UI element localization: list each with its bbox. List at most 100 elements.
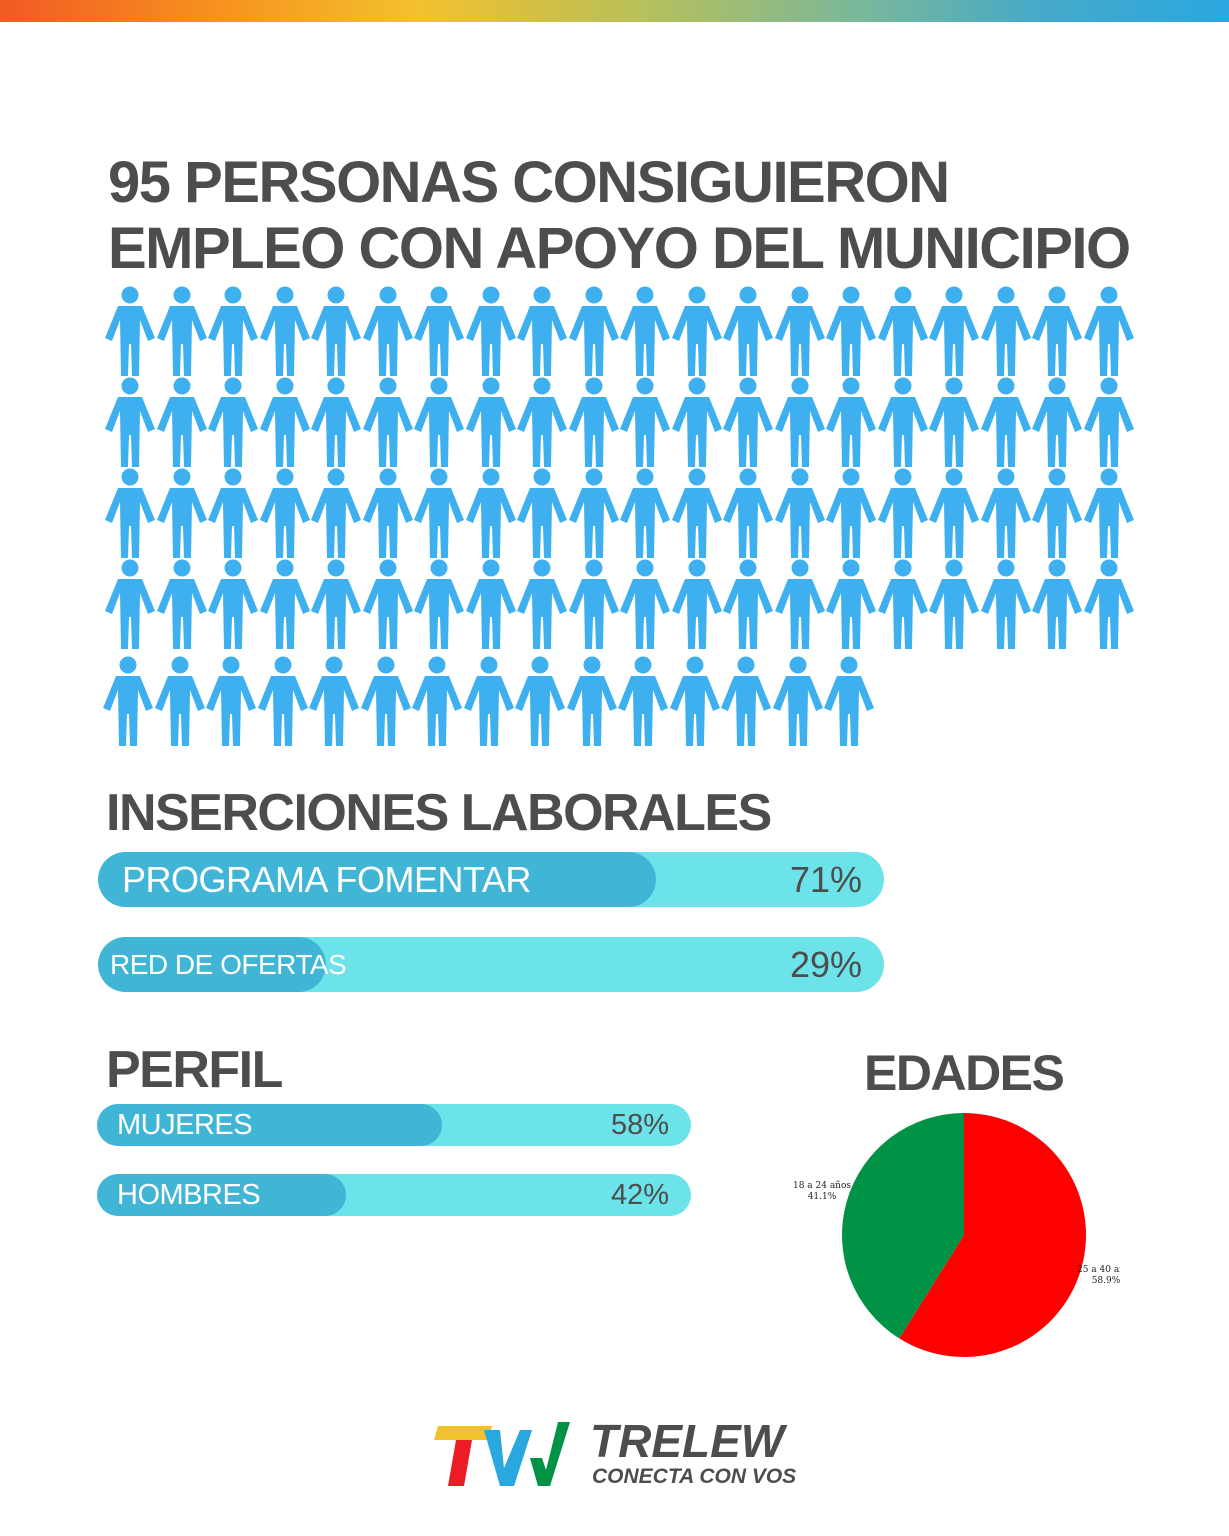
person-icon (825, 377, 877, 469)
person-icon (928, 559, 980, 651)
person-icon (156, 377, 208, 469)
person-icon (205, 656, 257, 748)
person-icon (413, 559, 465, 651)
pie-slice-18-24 (842, 1113, 964, 1339)
person-icon (259, 286, 311, 378)
person-icon (259, 468, 311, 560)
person-icon (619, 559, 671, 651)
bar-programa-fomentar: PROGRAMA FOMENTAR 71% (98, 852, 884, 907)
person-icon (671, 559, 723, 651)
people-icon-grid (0, 0, 1229, 760)
person-icon (825, 559, 877, 651)
person-icon (308, 656, 360, 748)
person-icon (722, 377, 774, 469)
person-icon (774, 559, 826, 651)
person-icon (362, 286, 414, 378)
person-icon (156, 468, 208, 560)
person-icon (877, 468, 929, 560)
person-icon (413, 286, 465, 378)
person-icon (980, 559, 1032, 651)
person-icon (411, 656, 463, 748)
bar-fill-red-de-ofertas (98, 937, 326, 992)
bar-mujeres: MUJERES 58% (97, 1104, 691, 1146)
person-icon (104, 377, 156, 469)
person-icon (772, 656, 824, 748)
person-icon (465, 286, 517, 378)
bar-hombres: HOMBRES 42% (97, 1174, 691, 1216)
bar-fill-hombres (97, 1174, 347, 1216)
person-icon (825, 468, 877, 560)
person-icon (1083, 468, 1135, 560)
person-icon (207, 559, 259, 651)
person-icon (413, 468, 465, 560)
logo-w-left (484, 1430, 532, 1486)
person-icon (102, 656, 154, 748)
person-icon (257, 656, 309, 748)
logo-t-stem (448, 1440, 472, 1486)
person-icon (413, 377, 465, 469)
insertions-title: INSERCIONES LABORALES (106, 784, 772, 842)
person-icon (156, 559, 208, 651)
bar-label-red-de-ofertas: RED DE OFERTAS (110, 948, 347, 980)
person-icon (104, 559, 156, 651)
person-icon (362, 559, 414, 651)
person-icon (1083, 559, 1135, 651)
person-icon (722, 559, 774, 651)
person-icon (669, 656, 721, 748)
person-icon (104, 468, 156, 560)
logo-t-top (434, 1426, 492, 1440)
person-icon (928, 468, 980, 560)
person-icon (360, 656, 412, 748)
person-icon (877, 377, 929, 469)
person-icon (516, 377, 568, 469)
bar-value-programa-fomentar: 71% (789, 858, 862, 900)
person-icon (156, 286, 208, 378)
person-icon (568, 286, 620, 378)
logo-w-right (530, 1422, 570, 1486)
bar-fill-mujeres (97, 1104, 442, 1146)
person-icon (619, 468, 671, 560)
top-gradient-stripe (0, 0, 1229, 22)
person-icon (310, 286, 362, 378)
person-icon (1031, 286, 1083, 378)
person-icon (154, 656, 206, 748)
person-icon (1083, 286, 1135, 378)
person-icon (774, 286, 826, 378)
bar-label-mujeres: MUJERES (117, 1108, 253, 1141)
pie-slice-25-40 (899, 1113, 1086, 1357)
person-icon (619, 286, 671, 378)
person-icon (516, 559, 568, 651)
person-icon (566, 656, 618, 748)
person-icon (1083, 377, 1135, 469)
person-icon (310, 559, 362, 651)
person-icon (516, 468, 568, 560)
person-icon (619, 377, 671, 469)
ages-title: EDADES (864, 1045, 1065, 1101)
person-icon (617, 656, 669, 748)
person-icon (928, 377, 980, 469)
person-icon (568, 468, 620, 560)
person-icon (463, 656, 515, 748)
person-icon (310, 377, 362, 469)
person-icon (362, 377, 414, 469)
person-icon (207, 468, 259, 560)
person-icon (207, 286, 259, 378)
person-icon (722, 468, 774, 560)
person-icon (465, 377, 517, 469)
person-icon (514, 656, 566, 748)
person-icon (671, 468, 723, 560)
bar-value-hombres: 42% (610, 1178, 669, 1211)
person-icon (1031, 468, 1083, 560)
person-icon (1031, 559, 1083, 651)
person-icon (980, 468, 1032, 560)
person-icon (877, 286, 929, 378)
pie-value-label: 41.1% (808, 1192, 837, 1202)
brand-name: TRELEW (590, 1415, 785, 1467)
person-icon (465, 559, 517, 651)
person-icon (671, 286, 723, 378)
person-icon (722, 286, 774, 378)
person-icon (207, 377, 259, 469)
person-icon (774, 377, 826, 469)
bar-fill-programa-fomentar (98, 852, 657, 907)
